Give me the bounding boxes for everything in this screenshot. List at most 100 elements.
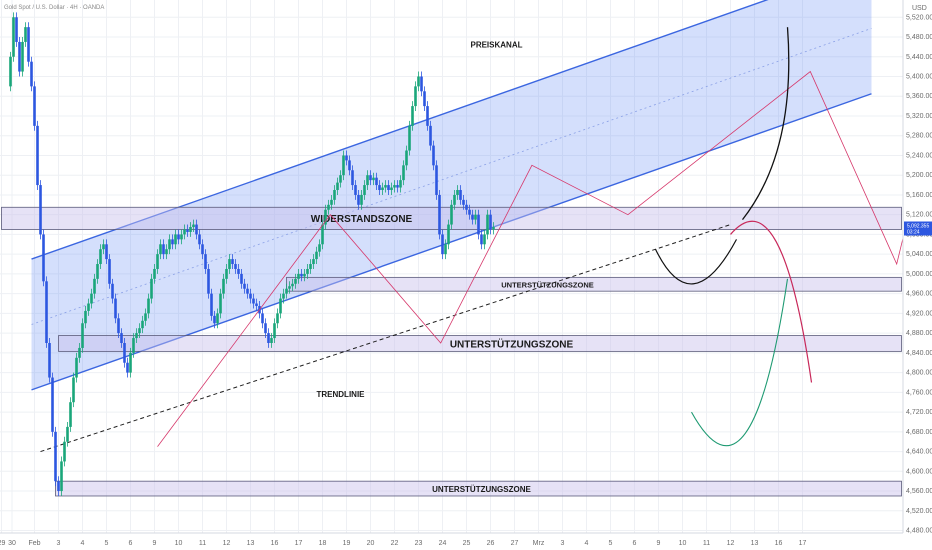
x-tick-label: Mrz [533, 540, 545, 547]
candle-body [99, 249, 102, 265]
candle-body [243, 283, 246, 289]
x-tick-label: 26 [487, 540, 495, 547]
candle-body [408, 125, 411, 151]
y-tick-label: 5,320.000 [906, 113, 932, 120]
candle-body [63, 441, 66, 462]
candle-body [426, 106, 429, 126]
candle-body [93, 278, 96, 294]
candle-body [411, 106, 414, 126]
y-tick-label: 4,560.000 [906, 488, 932, 495]
candle-body [168, 239, 171, 250]
candle-body [462, 199, 465, 205]
zone-label-0: WIDERSTANDSZONE [311, 214, 413, 225]
candle-body [39, 185, 42, 235]
y-tick-label: 5,240.000 [906, 152, 932, 159]
candle-body [33, 86, 36, 126]
candle-body [438, 194, 441, 235]
y-tick-label: 5,160.000 [906, 192, 932, 199]
candle-body [447, 224, 450, 245]
candle-body [138, 328, 141, 334]
candle-body [336, 182, 339, 191]
candle-body [414, 86, 417, 107]
candle-body [366, 175, 369, 186]
candle-body [153, 268, 156, 279]
candle-body [486, 214, 489, 235]
candle-body [156, 254, 159, 269]
candle-body [36, 125, 39, 186]
x-tick-label: 3 [561, 540, 565, 547]
candle-body [141, 320, 144, 329]
candle-body [15, 17, 18, 42]
x-tick-label: 5 [609, 540, 613, 547]
candle-body [246, 288, 249, 294]
candle-body [66, 426, 69, 442]
candle-body [270, 338, 273, 343]
candle-body [195, 224, 198, 235]
candle-body [78, 347, 81, 358]
candle-body [30, 61, 33, 87]
last-price-tag [904, 221, 932, 236]
candle-body [228, 259, 231, 269]
candle-body [129, 352, 132, 373]
x-tick-label: 11 [199, 540, 206, 547]
trend-line [40, 224, 731, 453]
zone-3 [55, 480, 902, 497]
candle-body [123, 342, 126, 363]
candle-body [444, 244, 447, 255]
x-tick-label: 10 [679, 540, 687, 547]
candle-body [369, 175, 372, 181]
candle-body [174, 234, 177, 245]
y-tick-label: 5,000.000 [906, 271, 932, 278]
candle-body [396, 185, 399, 188]
candle-body [87, 303, 90, 311]
x-tick-label: 9 [657, 540, 661, 547]
candle-body [441, 234, 444, 255]
candle-body [474, 214, 477, 220]
candle-body [60, 461, 63, 492]
candle-body [126, 362, 129, 373]
candle-body [144, 313, 147, 321]
candle-body [159, 244, 162, 255]
candle-body [327, 204, 330, 210]
candle-body [285, 288, 288, 294]
candle-body [108, 259, 111, 284]
candle-body [345, 155, 348, 161]
candle-body [261, 313, 264, 324]
scenario-up-path [741, 27, 790, 221]
y-tick-label: 4,920.000 [906, 310, 932, 317]
candle-body [117, 318, 120, 334]
candle-body [483, 234, 486, 245]
candle-body [291, 283, 294, 287]
candle-body [105, 244, 108, 260]
y-tick-label: 5,280.000 [906, 133, 932, 140]
candle-body [264, 323, 267, 334]
candle-body [111, 283, 114, 299]
candle-body [135, 333, 138, 339]
candle-body [225, 268, 228, 279]
y-tick-label: 5,200.000 [906, 172, 932, 179]
scenario-down-path [730, 220, 813, 383]
last-price-value: 5,092.355 [907, 223, 929, 229]
currency-label: USD [912, 5, 927, 12]
candle-body [204, 254, 207, 269]
zone-label-2: UNTERSTÜTZUNGSZONE [450, 337, 574, 350]
candle-body [120, 333, 123, 343]
candle-body [348, 160, 351, 171]
candle-body [90, 293, 93, 304]
last-price-time: 03:24 [907, 229, 920, 235]
y-tick-label: 4,480.000 [906, 528, 932, 535]
y-tick-label: 5,440.000 [906, 54, 932, 61]
candle-body [48, 342, 51, 378]
candle-body [480, 234, 483, 245]
candle-body [147, 298, 150, 314]
x-tick-label: 29 [0, 540, 5, 547]
candle-body [417, 76, 420, 87]
candle-body [186, 229, 189, 232]
y-tick-label: 5,360.000 [906, 93, 932, 100]
candle-body [402, 165, 405, 181]
x-tick-label: 22 [391, 540, 399, 547]
candle-body [297, 273, 300, 279]
candle-body [450, 204, 453, 225]
candle-body [201, 244, 204, 255]
